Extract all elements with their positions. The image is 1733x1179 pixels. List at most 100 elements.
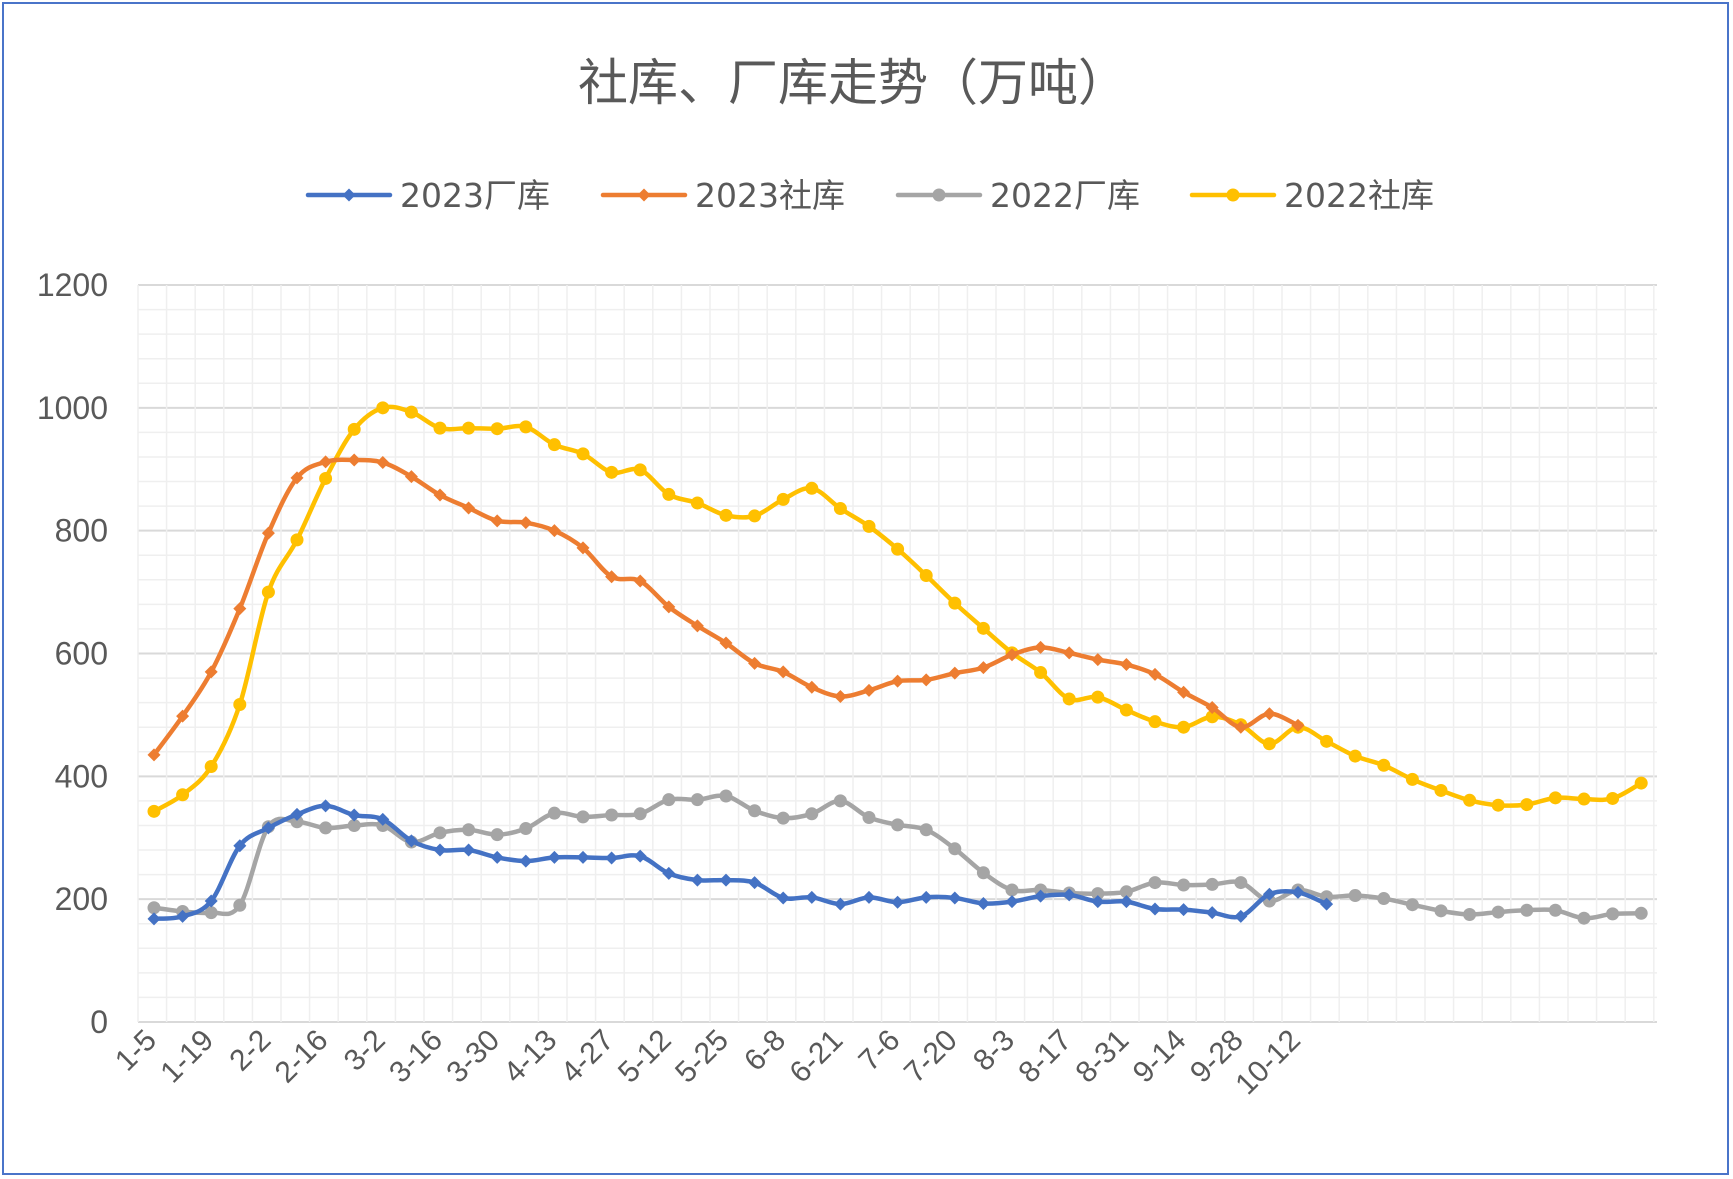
series-3-point [1119,703,1133,717]
y-tick-label: 1000 [37,390,108,426]
series-2-point [748,804,762,818]
series-3-point [462,421,476,435]
series-3-point [1548,791,1562,805]
series-0-point [233,839,247,853]
series-3-point [1062,692,1076,706]
series-3-point [976,621,990,635]
series-3-point [1148,715,1162,729]
series-3-point [1205,710,1219,724]
series-0-point [204,894,218,908]
series-1-point [462,501,476,515]
series-group [147,401,1648,926]
series-1-point [1148,667,1162,681]
series-3-point [1377,758,1391,772]
series-2-point [490,828,504,842]
series-3-point [490,422,504,436]
x-tick-label: 3-16 [383,1024,449,1090]
series-3-point [633,463,647,477]
series-3-point [1606,791,1620,805]
series-2-point [462,823,476,837]
series-1-point [662,600,676,614]
legend-label: 2022厂库 [990,176,1140,215]
series-0-point [1291,885,1305,899]
y-tick-label: 0 [90,1004,108,1040]
series-3-point [347,422,361,436]
series-3-point [319,471,333,485]
series-2-point [1119,885,1133,899]
y-tick-label: 1200 [37,267,108,303]
series-2-point [433,826,447,840]
y-tick-label: 200 [55,881,108,917]
series-0-point [833,897,847,911]
series-2-point [1234,876,1248,890]
series-2-point [347,818,361,832]
series-2-point [547,806,561,820]
series-2-point [1491,905,1505,919]
series-0-point [1262,887,1276,901]
x-tick-label: 5-25 [669,1024,735,1090]
series-2-point [1606,907,1620,921]
series-1-point [576,541,590,555]
series-3-point [1348,749,1362,763]
x-tick-label: 5-12 [612,1024,678,1090]
series-3-point [290,533,304,547]
series-3-point [1320,734,1334,748]
x-tick-label: 2-2 [223,1024,277,1078]
series-0-point [261,821,275,835]
series-2-point [1177,878,1191,892]
series-2-point [719,789,733,803]
series-3-point [433,421,447,435]
series-1-point [233,602,247,616]
series-2-point [1634,906,1648,920]
series-1-point [147,748,161,762]
series-3-point [891,542,905,556]
series-3-point [204,760,218,774]
series-3-point [576,447,590,461]
legend-label: 2023厂库 [400,176,550,215]
series-3-point [1034,666,1048,680]
series-1-point [490,514,504,528]
series-2-point [776,811,790,825]
series-2 [147,789,1648,925]
x-tick-label: 3-2 [338,1024,392,1078]
series-1-point [433,488,447,502]
series-1-point [1034,640,1048,654]
x-tick-label: 3-30 [440,1024,506,1090]
series-3-point [690,496,704,510]
series-2-point [1091,887,1105,901]
series-2-point [319,821,333,835]
series-0-point [462,843,476,857]
series-2-point [605,808,619,822]
series-0-point [1148,902,1162,916]
series-3-point [605,465,619,479]
legend-item: 2022厂库 [895,176,1140,215]
series-3-point [1577,792,1591,806]
series-0-line [151,803,1329,922]
series-0-point [891,895,905,909]
series-1-point [404,470,418,484]
legend-item: 2023厂库 [305,176,550,215]
series-1-point [690,619,704,633]
legend-item: 2022社库 [1189,176,1434,215]
y-tick-label: 600 [55,636,108,672]
series-3-point [1634,776,1648,790]
series-3-point [376,401,390,415]
series-3-point [1177,720,1191,734]
series-0-point [748,876,762,890]
series-0-point [1320,897,1334,911]
series-2-point [1205,877,1219,891]
series-1-point [976,661,990,675]
x-tick-label: 8-31 [1070,1024,1136,1090]
series-0-point [1205,906,1219,920]
series-1-point [891,674,905,688]
series-1-point [919,673,933,687]
series-1-point [862,683,876,697]
y-axis: 0 200 400 600 800 1000 1200 [37,267,108,1040]
legend-label: 2023社库 [695,176,845,215]
series-0-point [519,854,533,868]
series-3-point [862,519,876,533]
series-0-point [347,808,361,822]
legend-item: 2023社库 [600,176,845,215]
series-1-point [376,455,390,469]
